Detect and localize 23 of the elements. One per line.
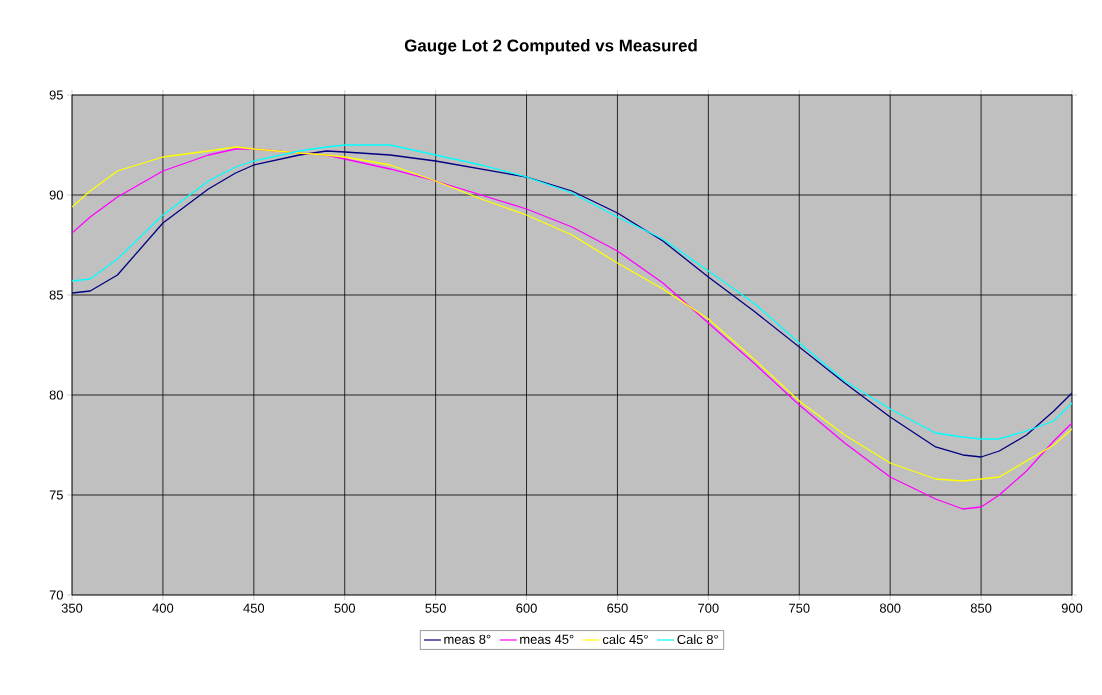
y-tick-label: 70 [49,590,63,600]
x-tick-label: 450 [243,603,265,613]
chart-title: Gauge Lot 2 Computed vs Measured [404,39,697,55]
x-tick-label: 700 [698,603,719,613]
y-tick-label: 85 [49,290,63,300]
x-tick-label: 850 [970,603,992,613]
x-tick-label: 550 [425,603,446,613]
legend-label: meas 8° [444,634,491,644]
x-tick-label: 800 [879,603,901,613]
legend-label: calc 45° [602,634,648,645]
x-tick-label: 650 [607,603,628,613]
legend-label: meas 45° [520,634,574,644]
x-tick-label: 750 [789,603,810,613]
x-tick-label: 600 [516,603,537,613]
x-tick-label: 500 [334,603,356,613]
x-tick-label: 350 [61,603,83,613]
y-tick-label: 90 [49,190,63,200]
x-tick-label: 400 [152,603,174,613]
y-tick-label: 80 [49,390,63,400]
legend-label: Calc 8° [677,634,718,645]
y-tick-label: 75 [49,490,63,500]
x-tick-label: 900 [1061,603,1083,613]
y-tick-label: 95 [49,90,63,100]
